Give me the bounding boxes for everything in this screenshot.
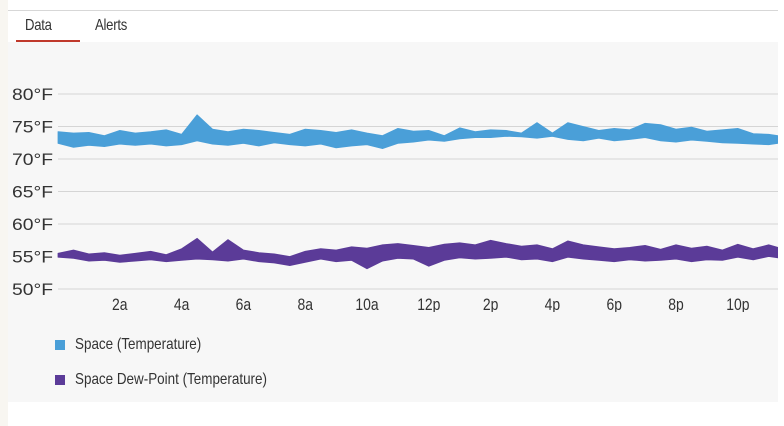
y-tick-label: 50°F bbox=[12, 280, 53, 299]
tab-alerts[interactable]: Alerts bbox=[95, 17, 128, 34]
y-tick-label: 55°F bbox=[12, 248, 53, 267]
legend-swatch-dew-point bbox=[55, 375, 65, 385]
x-tick-label: 6p bbox=[606, 296, 621, 312]
x-tick-label: 8p bbox=[668, 296, 683, 312]
y-tick-label: 70°F bbox=[12, 150, 53, 169]
y-tick-label: 75°F bbox=[12, 118, 53, 137]
x-tick-label: 10a bbox=[355, 296, 379, 312]
legend-label-dew-point: Space Dew-Point (Temperature) bbox=[75, 371, 267, 388]
y-tick-label: 60°F bbox=[12, 215, 53, 234]
x-tick-label: 4p bbox=[545, 296, 560, 312]
tab-bar: Data Alerts bbox=[8, 10, 778, 43]
y-tick-label: 80°F bbox=[12, 85, 53, 104]
legend-item-temperature[interactable]: Space (Temperature) bbox=[55, 335, 225, 355]
y-axis-ticks: 80°F 75°F 70°F 65°F 60°F 55°F 50°F bbox=[12, 85, 53, 299]
y-tick-label: 65°F bbox=[12, 183, 53, 202]
x-tick-label: 2a bbox=[112, 296, 128, 312]
x-tick-label: 4a bbox=[174, 296, 190, 312]
active-tab-indicator bbox=[16, 40, 80, 42]
left-frame-edge bbox=[0, 0, 8, 426]
legend-swatch-temperature bbox=[55, 340, 65, 350]
tab-data[interactable]: Data bbox=[25, 17, 52, 34]
legend-item-dew-point[interactable]: Space Dew-Point (Temperature) bbox=[55, 370, 304, 390]
temperature-area[interactable] bbox=[57, 114, 779, 149]
temperature-chart: 80°F 75°F 70°F 65°F 60°F 55°F 50°F 2a 4a 6a 8a 10a… bbox=[12, 85, 779, 315]
x-tick-label: 6a bbox=[236, 296, 252, 312]
x-tick-label: 10p bbox=[726, 296, 749, 312]
legend-label-temperature: Space (Temperature) bbox=[75, 336, 202, 353]
x-axis-ticks: 2a 4a 6a 8a 10a 12p 2p 4p 6p 8p 10p bbox=[112, 296, 749, 315]
chart-panel: 80°F 75°F 70°F 65°F 60°F 55°F 50°F 2a 4a 6a 8a 10a… bbox=[8, 42, 779, 402]
x-tick-label: 2p bbox=[483, 296, 498, 312]
x-tick-label: 8a bbox=[297, 296, 313, 312]
x-tick-label: 12p bbox=[417, 296, 440, 312]
dew-point-area[interactable] bbox=[57, 237, 779, 270]
